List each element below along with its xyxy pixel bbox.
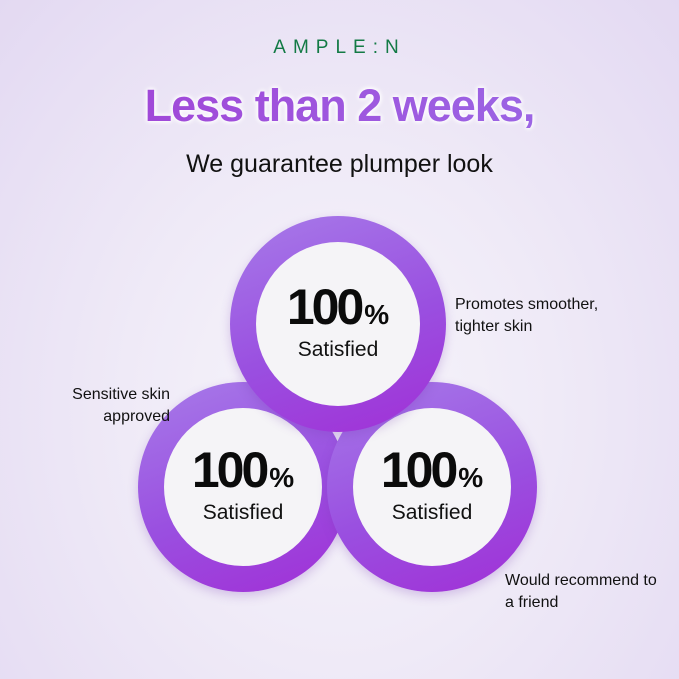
stat-value: 100% [191,442,295,498]
stat-label: Satisfied [297,338,379,361]
note-recommend: Would recommend to a friend [505,572,657,611]
note-smoother-skin: Promotes smoother, tighter skin [455,296,599,335]
subheadline: We guarantee plumper look [186,150,493,178]
note-sensitive-skin: Sensitive skin approved [72,386,170,425]
stat-circle-inner: 100% Satisfied [256,242,420,406]
brand-logo: AMPLE:N [273,37,406,58]
stat-value: 100% [286,279,390,335]
stat-value: 100% [380,442,484,498]
stat-label: Satisfied [391,501,473,524]
stat-label: Satisfied [202,501,284,524]
headline: Less than 2 weeks, [0,80,679,132]
stat-circle-inner: 100% Satisfied [353,408,511,566]
stat-circle-top: 100% Satisfied [230,216,446,432]
stat-circle-inner: 100% Satisfied [164,408,322,566]
